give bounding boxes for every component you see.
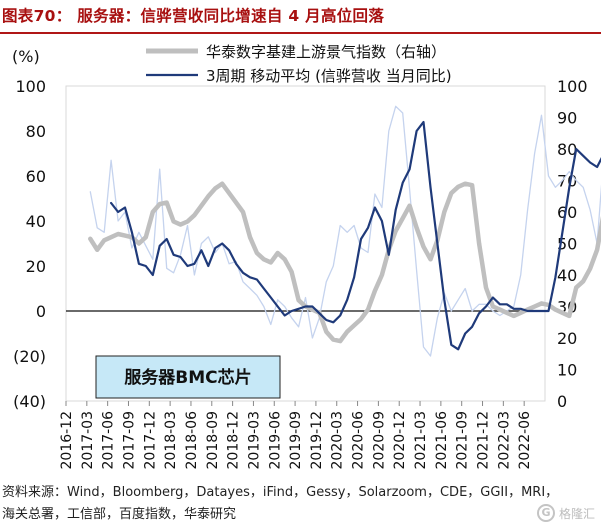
- x-axis-tick-label: 2018-06: [184, 411, 200, 470]
- series-line-1: [109, 120, 601, 351]
- x-axis-tick-label: 2020-06: [351, 411, 367, 470]
- x-axis-tick-label: 2016-12: [59, 411, 75, 470]
- left-axis-tick-label: 80: [26, 122, 46, 141]
- right-axis-tick-label: 100: [557, 77, 588, 96]
- left-axis-tick-label: (40): [13, 392, 46, 411]
- x-axis-tick-label: 2019-06: [267, 411, 283, 470]
- source-note: 资料来源：Wind，Bloomberg，Datayes，iFind，Gessy，…: [2, 485, 559, 522]
- right-axis-tick-label: 20: [557, 329, 577, 348]
- left-axis-tick-label: 20: [26, 257, 46, 276]
- x-axis-tick-label: 2021-12: [476, 411, 492, 470]
- x-axis-tick-label: 2019-03: [246, 411, 262, 470]
- annotation-box: [95, 355, 281, 399]
- left-axis-tick-label: 100: [15, 77, 46, 96]
- series-line-0: [88, 181, 601, 344]
- right-axis-tick-label: 90: [557, 109, 577, 128]
- x-axis-tick-label: 2020-12: [392, 411, 408, 470]
- watermark-logo-icon: G: [536, 504, 555, 522]
- chart-title-bar: 图表70： 服务器：信骅营收同比增速自 4 月高位回落: [0, 0, 601, 34]
- left-axis-tick-label: 60: [26, 167, 46, 186]
- x-axis-tick-label: 2022-03: [496, 411, 512, 470]
- chart-canvas: 100806040200(20)(40)(%)10090807060504030…: [12, 43, 601, 470]
- x-axis-tick-label: 2020-03: [330, 411, 346, 470]
- left-axis-tick-label: 40: [26, 212, 46, 231]
- chart-title: 图表70： 服务器：信骅营收同比增速自 4 月高位回落: [2, 7, 385, 25]
- x-axis-tick-label: 2018-03: [163, 411, 179, 470]
- x-axis-tick-label: 2018-09: [205, 411, 221, 470]
- right-axis-tick-label: 0: [557, 392, 567, 411]
- x-axis-tick-label: 2019-09: [288, 411, 304, 470]
- watermark-text: 格隆汇: [558, 506, 595, 521]
- right-axis-tick-label: 10: [557, 361, 577, 380]
- left-axis-tick-label: 0: [36, 302, 46, 321]
- right-axis-tick-label: 80: [557, 140, 577, 159]
- x-axis-tick-label: 2017-09: [121, 411, 137, 470]
- legend-label-index: 华泰数字基建上游景气指数（右轴）: [206, 43, 446, 61]
- watermark: G 格隆汇: [536, 504, 595, 522]
- x-axis-tick-label: 2021-09: [455, 411, 471, 470]
- x-axis-tick-label: 2018-12: [226, 411, 242, 470]
- x-axis-tick-label: 2020-09: [371, 411, 387, 470]
- x-axis-tick-label: 2021-03: [413, 411, 429, 470]
- x-axis-tick-label: 2017-06: [101, 411, 117, 470]
- series-line-2: [89, 105, 601, 357]
- plot-frame: [65, 85, 546, 402]
- x-axis-tick-label: 2017-03: [80, 411, 96, 470]
- x-axis-tick-label: 2022-06: [517, 411, 533, 470]
- left-axis-unit-label: (%): [12, 47, 40, 66]
- annotation-text: 服务器BMC芯片: [124, 367, 251, 388]
- left-axis-tick-label: (20): [13, 347, 46, 366]
- right-axis-tick-label: 60: [557, 203, 577, 222]
- right-axis-tick-label: 40: [557, 266, 577, 285]
- x-axis-tick-label: 2019-12: [309, 411, 325, 470]
- legend-label-ma: 3周期 移动平均 (信骅营收 当月同比): [206, 67, 452, 85]
- x-axis-tick-label: 2021-06: [434, 411, 450, 470]
- x-axis-tick-label: 2017-12: [142, 411, 158, 470]
